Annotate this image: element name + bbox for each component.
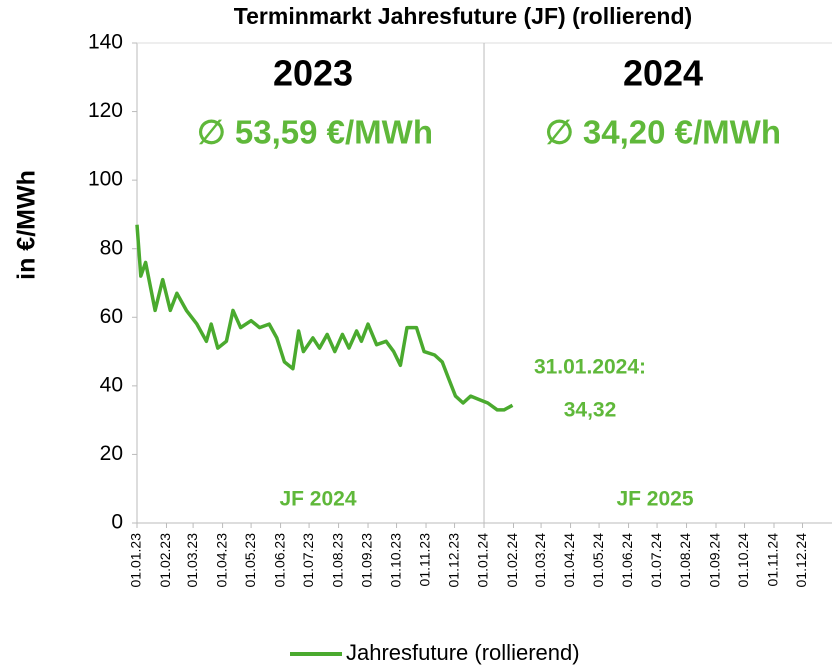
annotation: 2023: [273, 53, 353, 94]
x-tick-label: 01.02.23: [157, 533, 173, 588]
x-tick-label: 01.04.23: [213, 533, 229, 588]
annotation: JF 2024: [279, 488, 356, 511]
x-tick-label: 01.09.23: [359, 533, 375, 588]
y-axis-label: in €/MWh: [13, 170, 41, 280]
y-tick-label: 140: [88, 31, 123, 54]
x-tick-label: 01.09.24: [707, 533, 723, 588]
annotation: ∅ 53,59 €/MWh: [197, 114, 433, 151]
y-tick-label: 80: [100, 236, 123, 259]
x-tick-label: 01.07.24: [648, 533, 664, 588]
x-tick-label: 01.01.23: [128, 533, 144, 588]
x-tick-label: 01.05.24: [590, 533, 606, 588]
x-tick-label: 01.12.24: [793, 533, 809, 588]
annotation: 2024: [623, 53, 703, 94]
y-tick-label: 100: [88, 168, 123, 191]
x-tick-label: 01.06.23: [271, 533, 287, 588]
x-tick-label: 01.11.23: [417, 533, 433, 587]
annotation: 31.01.2024:: [534, 356, 646, 379]
x-tick-label: 01.03.23: [184, 533, 200, 588]
y-tick-label: 40: [100, 373, 123, 396]
y-tick-label: 0: [111, 511, 123, 534]
x-tick-label: 01.04.24: [561, 533, 577, 588]
x-tick-label: 01.01.24: [475, 533, 491, 588]
annotation: 34,32: [564, 399, 617, 422]
x-tick-label: 01.11.24: [765, 533, 781, 587]
x-tick-label: 01.02.24: [504, 533, 520, 588]
x-tick-label: 01.10.23: [387, 533, 403, 588]
x-tick-label: 01.05.23: [242, 533, 258, 588]
chart-title: Terminmarkt Jahresfuture (JF) (rollieren…: [234, 3, 692, 29]
x-tick-label: 01.08.23: [329, 533, 345, 588]
annotation: JF 2025: [616, 488, 693, 511]
x-tick-label: 01.07.23: [300, 533, 316, 588]
y-tick-label: 120: [88, 99, 123, 122]
annotation: ∅ 34,20 €/MWh: [545, 114, 781, 151]
y-tick-label: 60: [100, 305, 123, 328]
x-tick-label: 01.08.24: [677, 533, 693, 588]
x-tick-label: 01.10.24: [735, 533, 751, 588]
x-tick-label: 01.12.23: [445, 533, 461, 588]
x-tick-label: 01.06.24: [619, 533, 635, 588]
x-tick-label: 01.03.24: [532, 533, 548, 588]
y-tick-label: 20: [100, 442, 123, 465]
line: [135, 224, 514, 412]
legend-label: Jahresfuture (rollierend): [346, 640, 580, 665]
